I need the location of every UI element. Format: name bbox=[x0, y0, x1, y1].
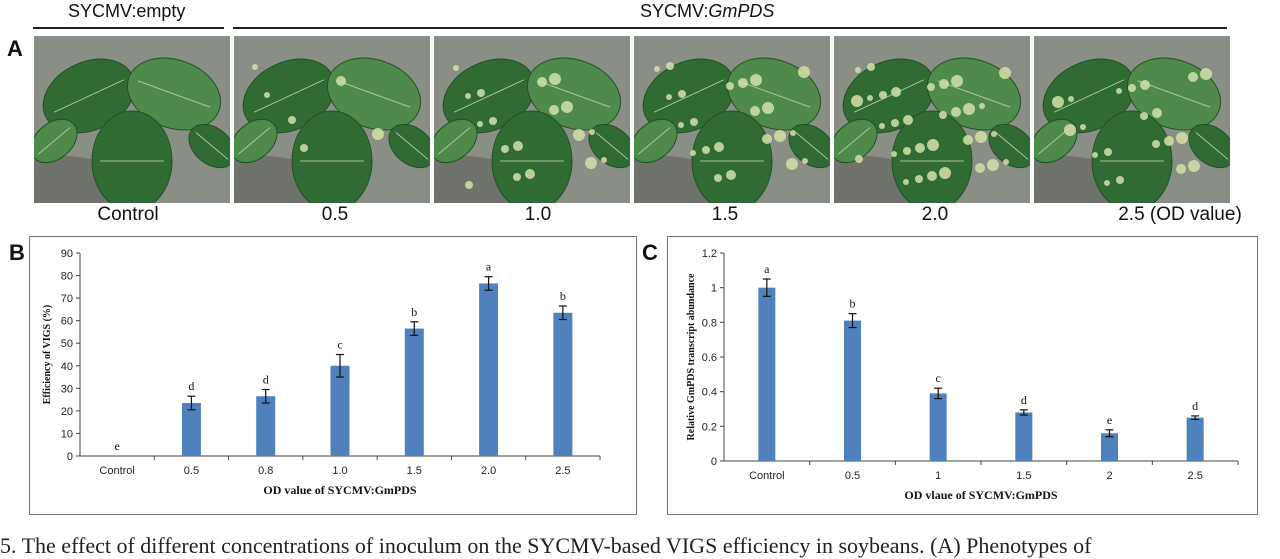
leaf-photo-1-0 bbox=[434, 36, 630, 203]
chart-c-x-axis-label: OD vlaue of SYCMV:GmPDS bbox=[904, 488, 1058, 502]
chart-b-significance-letter: d bbox=[263, 372, 269, 386]
chart-c-category-label: 2 bbox=[1106, 470, 1112, 482]
header-empty-underline bbox=[33, 27, 224, 29]
chart-c-category-label: 1.5 bbox=[1016, 470, 1031, 482]
chart-b-y-tick-label: 10 bbox=[61, 428, 73, 440]
chart-b-y-tick-label: 90 bbox=[61, 248, 73, 260]
chart-b-category-label: 2.5 bbox=[555, 465, 570, 477]
leaf-photo-1-0-art bbox=[434, 36, 630, 203]
chart-b-y-tick-label: 70 bbox=[61, 293, 73, 305]
chart-c-y-tick-label: 1.2 bbox=[702, 248, 717, 260]
leaf-photo-2-5-art bbox=[1034, 36, 1230, 203]
chart-c-category-label: 2.5 bbox=[1188, 470, 1203, 482]
photo-label: Control bbox=[97, 204, 159, 225]
panel-letter-a: A bbox=[7, 36, 23, 61]
chart-c-y-tick-label: 0.4 bbox=[702, 387, 717, 399]
chart-b-category-label: 0.5 bbox=[184, 465, 199, 477]
chart-b-bar bbox=[404, 328, 424, 456]
chart-vigs-efficiency: 0 10 20 30 40 50 60 70 80 90 e Control d 0.5 d 0.8 c 1.0 b… bbox=[29, 236, 637, 515]
leaf-photo-1-5 bbox=[634, 36, 830, 203]
photo-label: 2.0 bbox=[921, 204, 949, 225]
header-gmpds-prefix: SYCMV: bbox=[640, 1, 709, 21]
chart-b-y-tick-label: 40 bbox=[61, 361, 73, 373]
chart-c-category-label: 0.5 bbox=[845, 470, 860, 482]
chart-b-y-axis-label: Efficiency of VIGS (%) bbox=[42, 305, 53, 405]
chart-b-y-tick-label: 60 bbox=[61, 316, 73, 328]
header-gmpds-vector: SYCMV:GmPDS bbox=[640, 1, 774, 22]
chart-b-significance-letter: e bbox=[114, 439, 119, 453]
chart-c-significance-letter: d bbox=[1021, 393, 1027, 407]
chart-gmpds-transcript-svg: 0 0.2 0.4 0.6 0.8 1 1.2 a Control b 0.5 c 1 d 1.5 e 2 d 2.… bbox=[686, 248, 1239, 502]
chart-b-y-tick-label: 30 bbox=[61, 383, 73, 395]
chart-b-significance-letter: c bbox=[337, 338, 342, 352]
chart-c-significance-letter: d bbox=[1192, 399, 1198, 413]
leaf-photo-control bbox=[34, 36, 230, 203]
chart-c-y-tick-label: 0.8 bbox=[702, 317, 717, 329]
chart-c-significance-letter: c bbox=[936, 371, 941, 385]
chart-b-category-label: 1.0 bbox=[332, 465, 347, 477]
chart-b-significance-letter: b bbox=[411, 305, 417, 319]
chart-c-bar bbox=[929, 393, 947, 461]
chart-vigs-efficiency-svg: 0 10 20 30 40 50 60 70 80 90 e Control d 0.5 d 0.8 c 1.0 b… bbox=[42, 248, 601, 497]
chart-c-bar bbox=[844, 320, 861, 461]
chart-c-bar bbox=[758, 287, 776, 461]
leaf-photo-control-art bbox=[34, 36, 230, 203]
chart-b-category-label: 0.8 bbox=[258, 465, 273, 477]
chart-b-bar bbox=[479, 283, 499, 456]
chart-b-y-tick-label: 80 bbox=[61, 271, 73, 283]
leaf-photo-2-0-art bbox=[834, 36, 1030, 203]
leaf-photo-1-5-art bbox=[634, 36, 830, 203]
header-gmpds-underline bbox=[233, 27, 1227, 29]
chart-b-category-label: 1.5 bbox=[407, 465, 422, 477]
chart-b-bar bbox=[256, 396, 276, 456]
photo-label: 1.0 bbox=[524, 204, 552, 225]
chart-c-y-tick-label: 1 bbox=[711, 283, 717, 295]
chart-b-significance-letter: a bbox=[486, 260, 492, 274]
chart-b-bar bbox=[330, 365, 350, 456]
chart-b-significance-letter: d bbox=[188, 379, 194, 393]
chart-c-significance-letter: b bbox=[850, 297, 856, 311]
chart-b-y-tick-label: 0 bbox=[67, 451, 73, 463]
header-gmpds-gene: GmPDS bbox=[708, 1, 775, 21]
chart-b-category-label: 2.0 bbox=[481, 465, 496, 477]
chart-c-y-tick-label: 0.6 bbox=[702, 352, 717, 364]
chart-c-bar bbox=[1101, 433, 1118, 461]
leaf-photo-2-5 bbox=[1034, 36, 1230, 203]
chart-c-y-axis-label: Relative GmPDS transcript abundance bbox=[686, 273, 697, 441]
photo-label: 0.5 bbox=[321, 204, 349, 225]
chart-b-bar bbox=[181, 402, 201, 456]
photo-label: 1.5 bbox=[711, 204, 739, 225]
chart-b-x-axis-label: OD value of SYCMV:GmPDS bbox=[263, 483, 417, 497]
chart-gmpds-transcript: 0 0.2 0.4 0.6 0.8 1 1.2 a Control b 0.5 c 1 d 1.5 e 2 d 2.… bbox=[667, 236, 1258, 515]
chart-c-y-tick-label: 0 bbox=[711, 456, 717, 468]
chart-b-significance-letter: b bbox=[560, 289, 566, 303]
chart-b-category-label: Control bbox=[99, 465, 134, 477]
leaf-photo-0-5-art bbox=[234, 36, 430, 203]
chart-c-category-label: 1 bbox=[935, 470, 941, 482]
panel-letter-c: C bbox=[642, 240, 658, 265]
photo-label: 2.5 (OD value) bbox=[1118, 204, 1242, 225]
chart-c-category-label: Control bbox=[749, 470, 784, 482]
chart-b-y-tick-label: 50 bbox=[61, 338, 73, 350]
chart-c-bar bbox=[1015, 412, 1033, 461]
panel-letter-b: B bbox=[9, 240, 25, 265]
leaf-photo-2-0 bbox=[834, 36, 1030, 203]
chart-b-bar bbox=[553, 312, 573, 456]
chart-b-y-tick-label: 20 bbox=[61, 406, 73, 418]
chart-c-y-tick-label: 0.2 bbox=[702, 421, 717, 433]
figure-caption: 5. The effect of different concentration… bbox=[0, 533, 1092, 558]
header-empty-vector: SYCMV:empty bbox=[68, 1, 186, 21]
chart-c-significance-letter: e bbox=[1107, 413, 1112, 427]
leaf-photo-0-5 bbox=[234, 36, 430, 203]
chart-c-bar bbox=[1186, 417, 1204, 461]
chart-c-significance-letter: a bbox=[764, 262, 770, 276]
